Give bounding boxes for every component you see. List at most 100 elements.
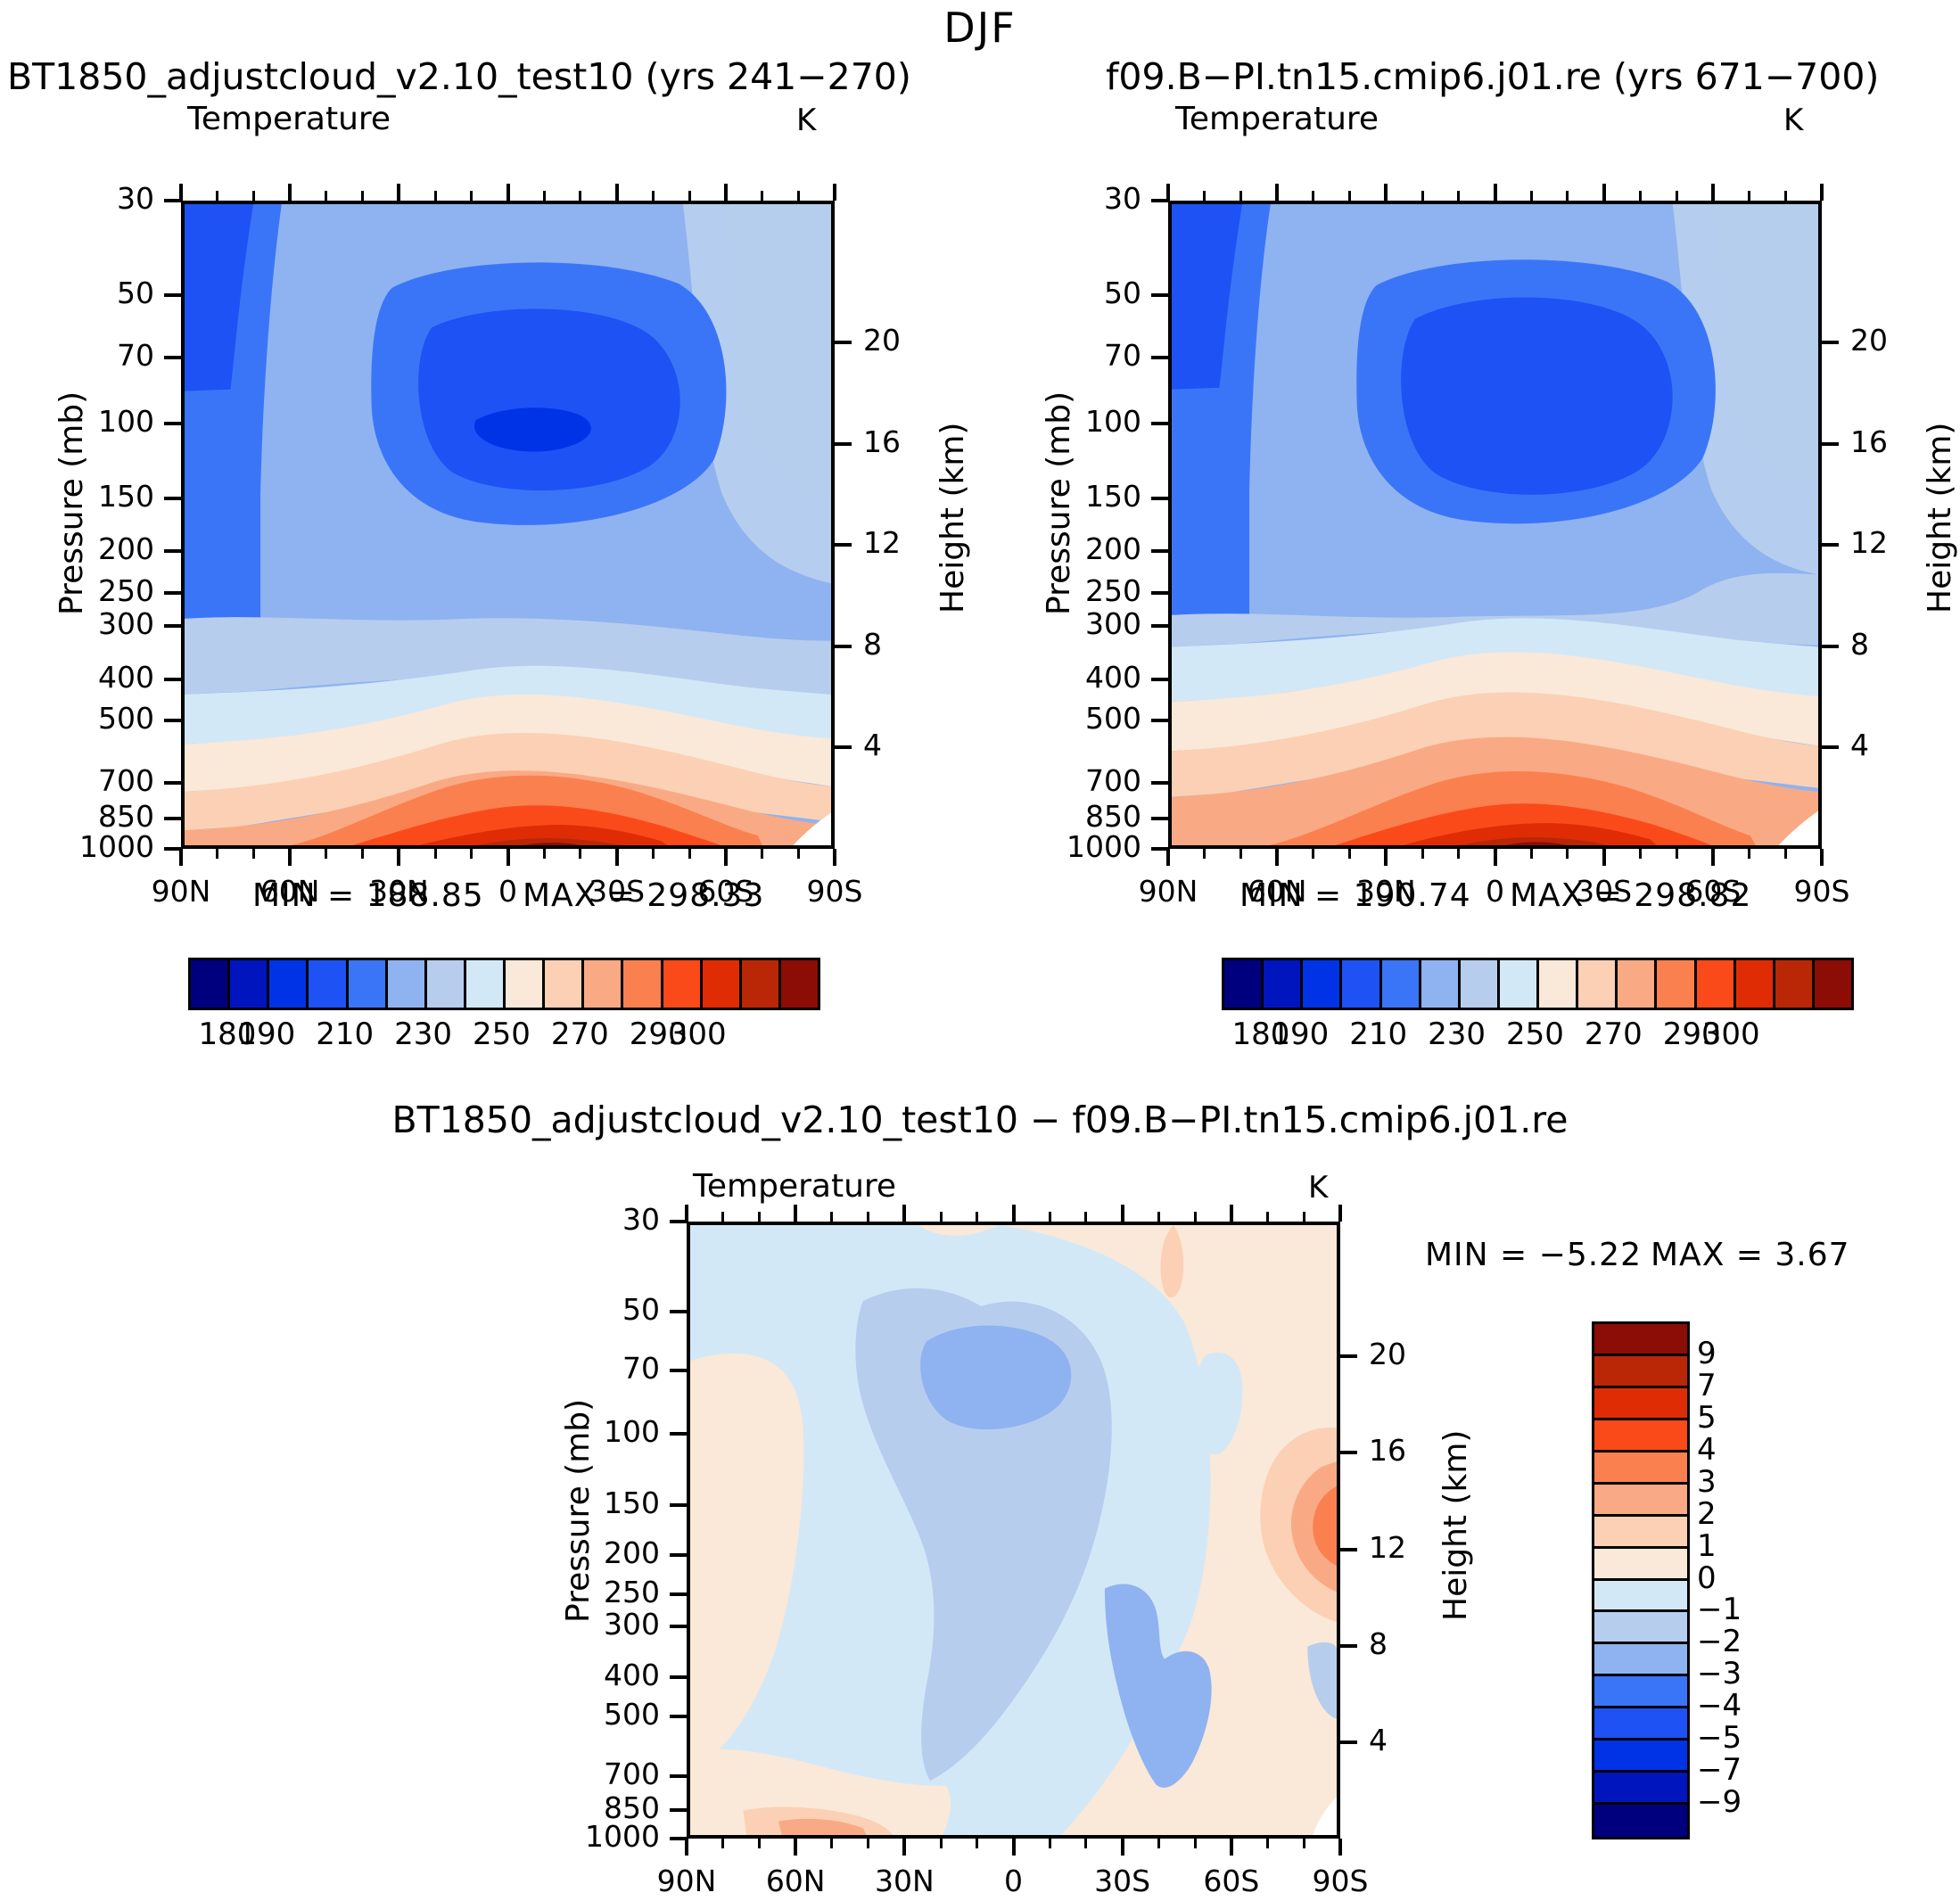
colorbar-cell <box>1594 1548 1687 1581</box>
panel-left-height-axis-title: Height (km) <box>935 422 971 613</box>
colorbar-tick-label: 190 <box>1271 1016 1330 1052</box>
latitude-minor-tick <box>761 849 764 859</box>
latitude-minor-tick <box>939 1212 943 1222</box>
latitude-minor-tick <box>939 1839 943 1848</box>
pressure-tick-label: 400 <box>1085 660 1141 695</box>
panel-right-plot-area[interactable] <box>1168 201 1822 849</box>
colorbar-cell <box>1421 960 1461 1008</box>
pressure-tick <box>1151 781 1168 786</box>
latitude-tick <box>179 184 183 201</box>
latitude-tick <box>614 849 619 866</box>
colorbar-cell <box>1594 1676 1687 1709</box>
pressure-tick <box>670 1592 687 1597</box>
pressure-tick <box>1151 590 1168 595</box>
height-tick-label: 4 <box>863 728 882 763</box>
panel-right-pressure-axis-title: Pressure (mb) <box>1041 391 1077 615</box>
colorbar-difference-labels: 9 7 5 4 3 2 1 0 −1 −2 −3 −4 −5 −7 −9 <box>1697 1321 1804 1834</box>
pressure-tick <box>1151 847 1168 851</box>
pressure-tick <box>164 678 181 682</box>
height-tick-label: 20 <box>1369 1337 1406 1372</box>
pressure-tick <box>670 1553 687 1558</box>
latitude-tick-label: 60N <box>1247 874 1307 909</box>
latitude-minor-tick <box>1203 191 1206 201</box>
colorbar-cell <box>387 960 427 1008</box>
latitude-tick <box>1229 1839 1233 1856</box>
latitude-tick <box>1493 849 1497 866</box>
latitude-tick <box>685 1205 688 1222</box>
pressure-tick-label: 1000 <box>79 829 154 864</box>
pressure-tick <box>1151 817 1168 821</box>
colorbar-cell <box>1594 1452 1687 1485</box>
latitude-tick <box>902 1205 907 1222</box>
pressure-tick-label: 700 <box>1085 763 1141 799</box>
latitude-minor-tick <box>651 849 655 859</box>
pressure-tick <box>164 199 181 202</box>
pressure-tick <box>1151 496 1168 500</box>
pressure-tick-label: 850 <box>98 799 154 835</box>
latitude-tick <box>614 184 619 201</box>
colorbar-cell <box>1460 960 1500 1008</box>
height-tick <box>835 543 852 547</box>
latitude-minor-tick <box>1748 849 1751 859</box>
colorbar-tick-label: 290 <box>1662 1016 1721 1052</box>
latitude-tick <box>288 849 292 866</box>
colorbar-tick-label: 7 <box>1697 1367 1717 1403</box>
colorbar-tick-label: 5 <box>1697 1399 1717 1436</box>
latitude-tick <box>506 849 510 866</box>
latitude-minor-tick <box>1239 191 1242 201</box>
colorbar-tick-label: −2 <box>1697 1624 1742 1660</box>
latitude-minor-tick <box>1193 1212 1197 1222</box>
colorbar-tick-label: 0 <box>1697 1559 1717 1596</box>
latitude-tick <box>1120 1205 1124 1222</box>
latitude-minor-tick <box>1529 191 1533 201</box>
latitude-minor-tick <box>976 1839 979 1848</box>
pressure-tick <box>670 1837 687 1840</box>
colorbar-right[interactable] <box>1222 958 1854 1010</box>
pressure-tick <box>164 549 181 554</box>
latitude-tick <box>1384 184 1388 201</box>
pressure-tick <box>164 590 181 595</box>
colorbar-tick-label: −5 <box>1697 1720 1742 1757</box>
latitude-minor-tick <box>1348 849 1352 859</box>
colorbar-cell <box>1594 1355 1687 1388</box>
pressure-tick-label: 400 <box>604 1658 660 1693</box>
height-tick-label: 16 <box>1850 424 1888 459</box>
pressure-tick-label: 1000 <box>1066 829 1141 864</box>
colorbar-left[interactable] <box>188 958 820 1010</box>
latitude-minor-tick <box>1203 849 1206 859</box>
height-tick <box>1822 644 1839 648</box>
latitude-minor-tick <box>1529 849 1533 859</box>
latitude-tick <box>1166 849 1170 866</box>
latitude-minor-tick <box>1675 191 1678 201</box>
latitude-minor-tick <box>651 191 655 201</box>
height-tick <box>1340 1451 1357 1455</box>
panel-diff-contour-canvas <box>690 1225 1337 1835</box>
latitude-minor-tick <box>1312 849 1315 859</box>
colorbar-tick-label: 180 <box>1231 1016 1290 1052</box>
colorbar-tick-label: 230 <box>1428 1016 1486 1052</box>
panel-diff-height-axis-title: Height (km) <box>1437 1429 1474 1621</box>
latitude-tick <box>833 849 836 866</box>
latitude-tick <box>1710 849 1715 866</box>
height-tick <box>835 644 852 648</box>
pressure-tick-label: 150 <box>604 1485 660 1520</box>
panel-left-pressure-axis-title: Pressure (mb) <box>54 391 90 615</box>
panel-left-plot-area[interactable] <box>181 201 835 849</box>
panel-diff-plot-area[interactable] <box>687 1222 1340 1839</box>
pressure-tick-label: 400 <box>98 660 154 695</box>
colorbar-cell <box>584 960 624 1008</box>
pressure-tick-label: 150 <box>1085 478 1141 514</box>
colorbar-cell <box>309 960 349 1008</box>
colorbar-difference[interactable] <box>1592 1321 1690 1839</box>
pressure-tick <box>164 781 181 786</box>
pressure-tick-label: 300 <box>604 1607 660 1642</box>
pressure-tick <box>1151 199 1168 202</box>
latitude-minor-tick <box>1266 1212 1270 1222</box>
latitude-tick <box>902 1839 907 1856</box>
latitude-tick-label: 90S <box>1793 874 1850 909</box>
latitude-minor-tick <box>1266 1839 1270 1848</box>
pressure-tick <box>1151 292 1168 297</box>
latitude-minor-tick <box>1048 1839 1051 1848</box>
colorbar-cell <box>1264 960 1304 1008</box>
latitude-minor-tick <box>796 849 800 859</box>
